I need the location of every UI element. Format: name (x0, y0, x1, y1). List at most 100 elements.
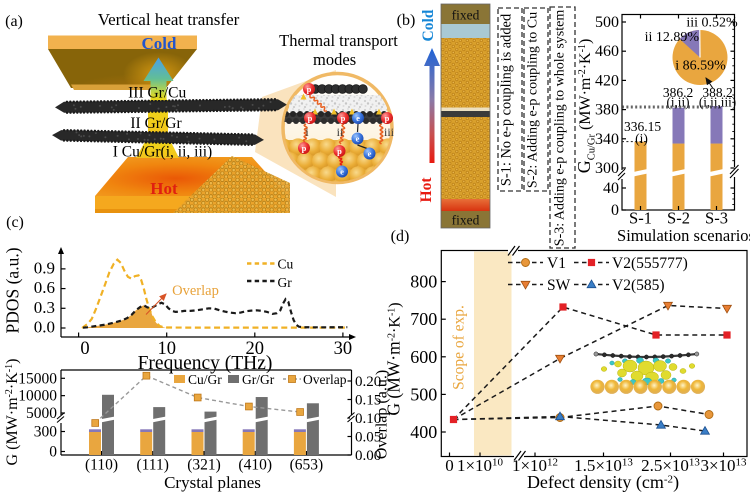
svg-text:Thermal transport: Thermal transport (279, 31, 398, 50)
svg-text:Overlap (a.u.): Overlap (a.u.) (374, 370, 391, 459)
svg-text:e: e (368, 148, 372, 158)
svg-text:Cu/Gr: Cu/Gr (188, 372, 222, 387)
svg-text:S-1: No e-p coupling is added: S-1: No e-p coupling is added (499, 13, 515, 186)
svg-text:336.15: 336.15 (624, 119, 661, 134)
svg-text:(i,ii,iii): (i,ii,iii) (699, 95, 736, 110)
svg-text:0.05: 0.05 (355, 430, 381, 446)
svg-text:388.2: 388.2 (702, 85, 732, 100)
svg-text:(b): (b) (397, 12, 416, 29)
svg-text:(111): (111) (136, 457, 168, 474)
svg-text:p: p (385, 113, 390, 123)
svg-text:Hot: Hot (418, 177, 435, 203)
svg-text:V1: V1 (547, 255, 566, 272)
svg-text:(a): (a) (5, 13, 23, 30)
svg-text:700: 700 (410, 309, 437, 329)
svg-text:3×1013: 3×1013 (700, 456, 747, 475)
svg-text:ii: ii (337, 125, 344, 139)
svg-text:1×1010: 1×1010 (457, 456, 504, 475)
svg-text:fixed: fixed (452, 213, 480, 228)
svg-text:386.2: 386.2 (663, 85, 693, 100)
svg-text:I Cu/Gr(i, ii, iii): I Cu/Gr(i, ii, iii) (113, 144, 212, 161)
svg-text:modes: modes (313, 50, 356, 69)
svg-text:Cold: Cold (142, 34, 178, 53)
svg-text:340: 340 (595, 131, 619, 148)
svg-text:0.10: 0.10 (355, 411, 381, 427)
svg-text:GCu/Gr (MW·m-2·K-1): GCu/Gr (MW·m-2·K-1) (574, 39, 598, 174)
svg-text:iii: iii (384, 125, 395, 139)
svg-text:(i): (i) (635, 131, 648, 146)
svg-text:0.9: 0.9 (34, 258, 55, 277)
svg-text:i: i (305, 125, 309, 139)
svg-text:10000: 10000 (18, 388, 57, 405)
svg-text:Vertical heat transfer: Vertical heat transfer (98, 10, 240, 29)
svg-text:420: 420 (595, 72, 619, 89)
svg-text:ii 12.89%: ii 12.89% (645, 30, 700, 45)
svg-text:S-1: S-1 (629, 209, 652, 228)
svg-text:20: 20 (246, 339, 265, 359)
svg-text:Crystal planes: Crystal planes (164, 473, 261, 492)
svg-text:500: 500 (595, 14, 619, 31)
svg-text:(653): (653) (290, 457, 324, 474)
svg-text:p: p (341, 113, 346, 123)
svg-text:15000: 15000 (18, 370, 57, 387)
svg-text:Frequency (THz): Frequency (THz) (138, 353, 273, 374)
svg-text:(410): (410) (238, 457, 272, 474)
svg-text:Overlap: Overlap (172, 283, 219, 299)
svg-text:30: 30 (334, 339, 353, 359)
svg-text:Scope of exp.: Scope of exp. (451, 305, 468, 390)
svg-text:PDOS (a.u.): PDOS (a.u.) (3, 247, 23, 333)
svg-text:1.5×1013: 1.5×1013 (574, 456, 633, 475)
svg-text:Overlap: Overlap (303, 372, 347, 387)
svg-text:600: 600 (410, 347, 437, 367)
svg-text:e: e (340, 166, 344, 176)
svg-text:G (MW·m-2·K-1): G (MW·m-2·K-1) (4, 359, 21, 466)
svg-text:p: p (307, 84, 312, 94)
svg-text:e: e (356, 113, 360, 123)
svg-text:fixed: fixed (452, 8, 480, 23)
svg-text:Cu: Cu (278, 257, 294, 272)
svg-text:e: e (356, 133, 360, 143)
svg-text:10: 10 (157, 339, 176, 359)
svg-text:S-3: Adding e-p coupling to wh: S-3: Adding e-p coupling to whole system (553, 10, 568, 247)
svg-text:0: 0 (445, 456, 454, 475)
svg-text:40: 40 (603, 180, 619, 197)
svg-text:p: p (302, 143, 307, 153)
svg-text:800: 800 (410, 272, 437, 292)
svg-text:iii 0.52%: iii 0.52% (686, 15, 738, 30)
svg-text:S-3: S-3 (705, 209, 728, 228)
svg-text:Gr/Gr: Gr/Gr (242, 372, 275, 387)
svg-text:(d): (d) (391, 228, 410, 245)
svg-text:Gr: Gr (278, 275, 293, 290)
svg-text:III Gr/Cu: III Gr/Cu (128, 85, 186, 102)
svg-text:p: p (308, 113, 313, 123)
svg-text:460: 460 (595, 43, 619, 60)
svg-text:380: 380 (595, 102, 619, 119)
svg-text:0.0: 0.0 (34, 318, 55, 337)
svg-text:V2(555777): V2(555777) (612, 255, 688, 272)
svg-text:II Gr/Gr: II Gr/Gr (130, 115, 182, 132)
svg-text:Hot: Hot (150, 179, 178, 198)
svg-text:0.6: 0.6 (34, 278, 55, 297)
svg-text:2.5×1013: 2.5×1013 (641, 456, 700, 475)
svg-text:0: 0 (49, 444, 57, 461)
svg-text:400: 400 (410, 422, 437, 442)
svg-text:V2(585): V2(585) (612, 277, 665, 294)
svg-text:0: 0 (80, 339, 89, 359)
svg-text:300: 300 (34, 424, 58, 441)
svg-text:0: 0 (611, 202, 619, 219)
svg-text:0.20: 0.20 (355, 374, 381, 390)
svg-text:500: 500 (410, 384, 437, 404)
svg-text:0.15: 0.15 (355, 393, 381, 409)
svg-text:S-2: Adding e-p coupling to Cu: S-2: Adding e-p coupling to Cu (526, 12, 541, 188)
svg-text:S-2: S-2 (667, 209, 690, 228)
svg-text:i 86.59%: i 86.59% (675, 59, 726, 74)
svg-text:(i,ii): (i,ii) (666, 95, 689, 110)
svg-text:0.00: 0.00 (355, 448, 381, 464)
svg-text:1×1012: 1×1012 (512, 456, 558, 475)
svg-text:Cold: Cold (420, 9, 437, 41)
svg-text:5000: 5000 (26, 405, 57, 422)
svg-text:SW: SW (547, 277, 571, 294)
svg-text:0.3: 0.3 (34, 298, 55, 317)
svg-text:(321): (321) (187, 457, 221, 474)
svg-text:Simulation scenarios: Simulation scenarios (617, 226, 750, 245)
